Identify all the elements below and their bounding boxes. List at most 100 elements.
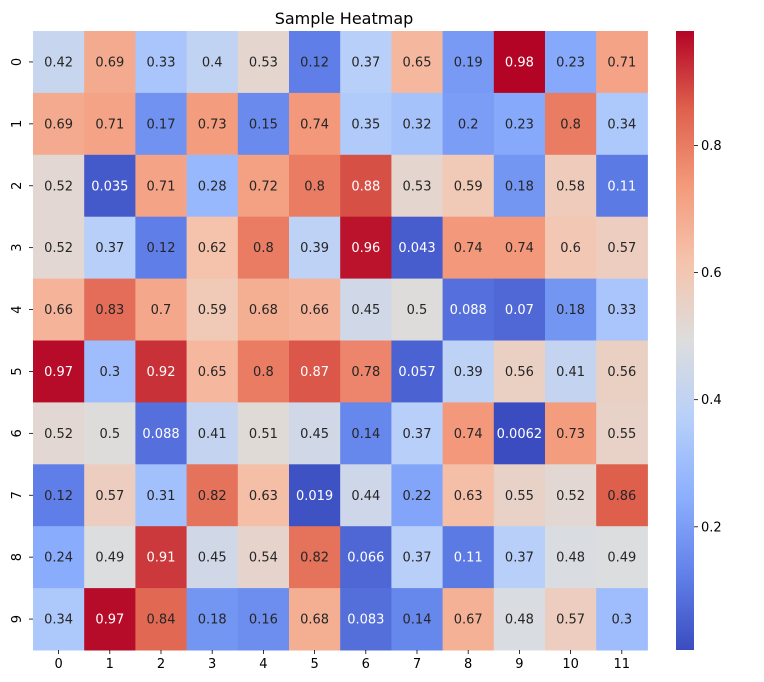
heatmap-cell-r0-c9 [493,31,546,94]
cell-label-r5-c6: 0.78 [351,365,380,380]
cell-label-r1-c5: 0.74 [300,117,329,132]
heatmap-cell-r6-c2 [135,402,188,465]
cell-label-r2-c10: 0.58 [556,179,585,194]
colorbar-tick-label-1: 0.4 [701,393,722,408]
chart-title: Sample Heatmap [275,9,414,28]
y-tick-label-5: 5 [10,367,25,375]
heatmap-cell-r0-c4 [237,31,290,94]
cell-label-r6-c9: 0.0062 [497,427,543,442]
heatmap-cell-r6-c1 [84,402,136,465]
cell-label-r6-c3: 0.41 [198,427,227,442]
cell-label-r1-c6: 0.35 [351,117,380,132]
heatmap-cell-r9-c11 [596,588,648,651]
cell-label-r4-c1: 0.83 [95,303,124,318]
cell-label-r7-c9: 0.55 [505,489,534,504]
cell-label-r3-c6: 0.96 [351,241,380,256]
cell-label-r3-c2: 0.12 [147,241,176,256]
cell-label-r5-c2: 0.92 [147,365,176,380]
heatmap-cell-r2-c0 [33,154,85,218]
heatmap-cell-r2-c3 [186,154,239,218]
heatmap-cell-r8-c6 [340,526,392,589]
cell-label-r8-c10: 0.48 [556,551,585,566]
cell-label-r5-c7: 0.057 [398,365,435,380]
cell-label-r9-c8: 0.67 [454,613,483,628]
cell-label-r8-c5: 0.82 [300,551,329,566]
heatmap-cell-r4-c6 [340,278,392,341]
heatmap-cell-r9-c3 [186,588,239,651]
heatmap-cell-r9-c9 [493,588,546,651]
heatmap-cell-r0-c7 [391,31,444,94]
y-tick-label-0: 0 [10,58,25,66]
colorbar-tick-label-3: 0.8 [701,139,722,154]
x-tick-label-2: 2 [157,657,165,672]
cell-label-r7-c2: 0.31 [147,489,176,504]
cell-label-r2-c7: 0.53 [403,179,432,194]
heatmap-cell-r7-c9 [493,464,546,527]
heatmap-cell-r9-c0 [33,588,85,651]
heatmap-cell-r0-c3 [186,31,239,94]
heatmap-cell-r4-c9 [493,278,546,341]
heatmap-cell-r9-c2 [135,588,188,651]
colorbar: 0.2 0.4 0.6 0.8 [676,31,722,650]
cell-label-r7-c4: 0.63 [249,489,278,504]
cell-label-r2-c1: 0.035 [91,179,128,194]
cell-label-r3-c8: 0.74 [454,241,483,256]
cell-label-r6-c1: 0.5 [99,427,120,442]
heatmap-cell-r9-c6 [340,588,392,651]
cell-label-r9-c1: 0.97 [95,613,124,628]
heatmap-cell-r4-c11 [596,278,648,341]
cell-label-r4-c3: 0.59 [198,303,227,318]
heatmap-cell-r5-c8 [442,340,495,403]
cell-label-r9-c5: 0.68 [300,613,329,628]
heatmap-cell-r4-c2 [135,278,188,341]
heatmap-cell-r1-c1 [84,92,136,156]
y-tick-label-3: 3 [10,244,25,252]
cell-label-r3-c7: 0.043 [398,241,435,256]
cell-label-r2-c8: 0.59 [454,179,483,194]
heatmap-cell-r1-c4 [237,92,290,156]
heatmap-cell-r6-c0 [33,402,85,465]
heatmap-cell-r1-c8 [442,92,495,156]
cell-label-r8-c1: 0.49 [95,551,124,566]
cell-label-r0-c11: 0.71 [607,55,636,70]
cell-label-r5-c4: 0.8 [253,365,274,380]
y-tick-label-9: 9 [10,615,25,623]
cell-label-r9-c3: 0.18 [198,613,227,628]
heatmap-cell-r1-c7 [391,92,444,156]
y-tick-label-1: 1 [10,120,25,128]
heatmap-cell-r9-c7 [391,588,444,651]
cell-label-r2-c5: 0.8 [304,179,325,194]
heatmap-cell-r2-c6 [340,154,392,218]
heatmap-cell-r1-c6 [340,92,392,156]
heatmap-cell-r7-c1 [84,464,136,527]
x-tick-label-0: 0 [54,657,62,672]
cell-label-r1-c3: 0.73 [198,117,227,132]
heatmap-cell-r2-c8 [442,154,495,218]
y-tick-label-2: 2 [10,182,25,190]
cell-label-r5-c11: 0.56 [607,365,636,380]
heatmap-cell-r0-c6 [340,31,392,94]
cell-label-r1-c11: 0.34 [607,117,636,132]
heatmap-cell-r3-c8 [442,216,495,280]
x-tick-label-7: 7 [413,657,421,672]
cell-label-r2-c6: 0.88 [351,179,380,194]
heatmap-cell-r0-c10 [545,31,597,94]
cell-label-r9-c10: 0.57 [556,613,585,628]
heatmap-cell-r9-c10 [545,588,597,651]
cell-label-r0-c2: 0.33 [147,55,176,70]
cell-label-r6-c0: 0.52 [44,427,73,442]
cell-label-r5-c1: 0.3 [99,365,120,380]
heatmap-cell-r6-c5 [289,402,341,465]
heatmap-cell-r9-c5 [289,588,341,651]
cell-label-r2-c2: 0.71 [147,179,176,194]
cell-label-r0-c3: 0.4 [202,55,223,70]
cell-label-r1-c8: 0.2 [458,117,479,132]
heatmap-cell-r5-c11 [596,340,648,403]
heatmap-cell-r5-c9 [493,340,546,403]
cell-label-r7-c3: 0.82 [198,489,227,504]
cell-label-r7-c1: 0.57 [95,489,124,504]
heatmap-cell-r7-c6 [340,464,392,527]
cell-label-r6-c8: 0.74 [454,427,483,442]
cell-label-r4-c8: 0.088 [450,303,487,318]
